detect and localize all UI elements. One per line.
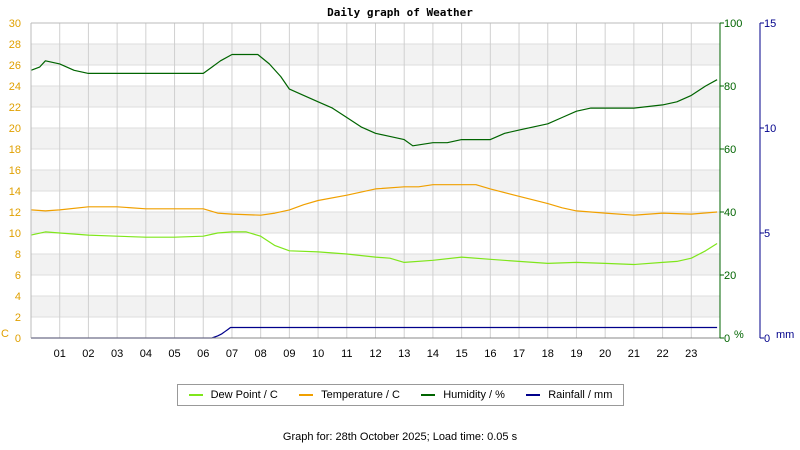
series-line-humidity: [30, 53, 718, 147]
y-left-tick-label: 24: [9, 81, 21, 93]
legend-swatch-rainfall: [526, 394, 541, 396]
x-tick-label: 18: [542, 348, 554, 360]
x-tick-label: 15: [456, 348, 468, 360]
y-left-tick-label: 28: [9, 39, 21, 51]
x-tick-label: 08: [255, 348, 267, 360]
series-line-dew-point: [30, 231, 718, 266]
x-tick-label: 17: [513, 348, 525, 360]
y-humidity-tick-label: 20: [724, 270, 736, 282]
x-tick-label: 21: [628, 348, 640, 360]
y-left-tick-label: 12: [9, 207, 21, 219]
x-tick-label: 14: [427, 348, 439, 360]
legend-swatch-dew-point: [188, 394, 203, 396]
x-tick-label: 19: [570, 348, 582, 360]
y-left-tick-label: 20: [9, 123, 21, 135]
y-left-unit-label: C: [1, 328, 9, 340]
x-tick-label: 23: [685, 348, 697, 360]
legend-item-rainfall: Rainfall / mm: [526, 389, 612, 401]
y-humidity-unit-label: %: [734, 329, 744, 341]
series-line-temperature: [30, 184, 718, 216]
x-tick-label: 07: [226, 348, 238, 360]
x-tick-label: 02: [82, 348, 94, 360]
x-tick-label: 05: [168, 348, 180, 360]
y-left-tick-label: 4: [15, 291, 21, 303]
x-tick-label: 13: [398, 348, 410, 360]
x-tick-label: 09: [283, 348, 295, 360]
y-left-tick-label: 16: [9, 165, 21, 177]
y-humidity-tick-label: 60: [724, 144, 736, 156]
y-left-tick-label: 26: [9, 60, 21, 72]
y-rainfall-tick-label: 5: [764, 228, 770, 240]
x-tick-label: 16: [484, 348, 496, 360]
y-humidity-tick-label: 40: [724, 207, 736, 219]
legend-item-temperature: Temperature / C: [299, 389, 400, 401]
y-left-tick-label: 22: [9, 102, 21, 114]
x-tick-label: 03: [111, 348, 123, 360]
y-left-tick-label: 14: [9, 186, 21, 198]
legend-item-dew-point: Dew Point / C: [188, 389, 278, 401]
y-left-tick-label: 8: [15, 249, 21, 261]
y-left-tick-label: 10: [9, 228, 21, 240]
legend-label-dew-point: Dew Point / C: [210, 389, 278, 401]
y-rainfall-unit-label: mm: [776, 329, 794, 341]
y-left-tick-label: 30: [9, 18, 21, 30]
footer-status: Graph for: 28th October 2025; Load time:…: [282, 431, 518, 443]
y-humidity-tick-label: 100: [724, 18, 742, 30]
legend-item-humidity: Humidity / %: [421, 389, 505, 401]
x-tick-label: 22: [656, 348, 668, 360]
series-line-rainfall: [31, 326, 718, 339]
legend-swatch-temperature: [299, 394, 314, 396]
y-humidity-tick-label: 80: [724, 81, 736, 93]
legend: Dew Point / C Temperature / C Humidity /…: [177, 384, 624, 406]
y-rainfall-tick-label: 15: [764, 18, 776, 30]
x-tick-label: 20: [599, 348, 611, 360]
y-humidity-tick-label: 0: [724, 333, 730, 345]
y-left-tick-label: 0: [15, 333, 21, 345]
y-rainfall-tick-label: 0: [764, 333, 770, 345]
x-tick-label: 10: [312, 348, 324, 360]
tick-labels: 01 02 03 04 05 06 07 08 09 10 11 12 13 14 15 16 17 18 19 20…: [1, 18, 794, 360]
legend-label-temperature: Temperature / C: [321, 389, 400, 401]
series-layer: [30, 53, 718, 339]
x-tick-label: 11: [341, 348, 352, 360]
legend-swatch-humidity: [421, 394, 436, 396]
x-tick-label: 12: [369, 348, 381, 360]
y-left-tick-label: 18: [9, 144, 21, 156]
chart-title: Daily graph of Weather: [327, 6, 473, 19]
x-tick-label: 01: [54, 348, 66, 360]
axes: [30, 22, 764, 339]
y-left-tick-label: 2: [15, 312, 21, 324]
x-tick-label: 06: [197, 348, 209, 360]
y-rainfall-tick-label: 10: [764, 123, 776, 135]
x-tick-label: 04: [140, 348, 152, 360]
legend-label-rainfall: Rainfall / mm: [548, 389, 613, 401]
legend-label-humidity: Humidity / %: [443, 389, 505, 401]
y-left-tick-label: 6: [15, 270, 21, 282]
